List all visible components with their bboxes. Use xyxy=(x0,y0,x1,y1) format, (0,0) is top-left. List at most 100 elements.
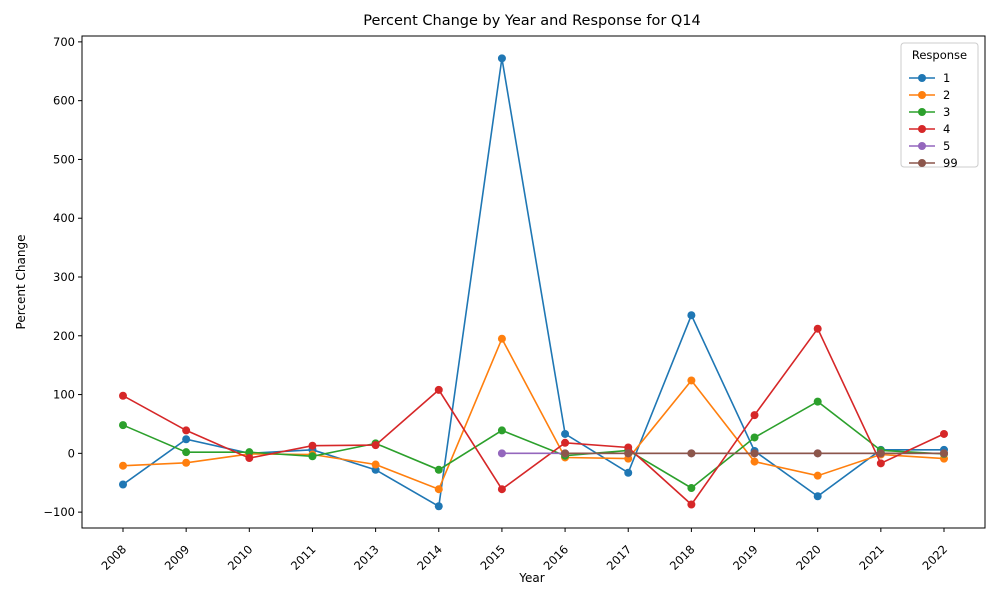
plot-frame xyxy=(81,35,986,529)
data-point xyxy=(182,448,191,457)
data-point xyxy=(750,411,759,420)
legend-label: 1 xyxy=(943,71,950,85)
x-axis-label: Year xyxy=(518,571,544,585)
data-point xyxy=(813,397,822,406)
series-line xyxy=(122,327,945,506)
x-tick-label: 2009 xyxy=(162,542,193,573)
legend-item: 99 xyxy=(909,156,958,170)
series-4 xyxy=(119,324,948,509)
data-point xyxy=(940,429,948,438)
x-tick-label: 2017 xyxy=(604,542,635,573)
series-line xyxy=(122,336,945,491)
data-point xyxy=(245,448,254,457)
legend-box xyxy=(900,42,979,168)
data-point xyxy=(687,376,696,385)
data-point xyxy=(687,500,696,509)
series-99 xyxy=(561,449,948,458)
data-point xyxy=(434,465,443,474)
data-point xyxy=(497,334,506,343)
data-point xyxy=(371,441,380,450)
legend-swatch-marker xyxy=(918,125,926,133)
legend-item: 4 xyxy=(909,122,950,136)
data-point xyxy=(182,435,191,444)
data-point xyxy=(308,441,317,450)
legend-title: Response xyxy=(912,48,967,62)
y-tick-label: 300 xyxy=(53,270,75,284)
legend-swatch-marker xyxy=(918,74,926,82)
x-tick-label: 2016 xyxy=(541,542,572,573)
data-point xyxy=(687,311,696,320)
data-point xyxy=(813,324,822,333)
data-point xyxy=(119,391,127,400)
data-point xyxy=(561,438,570,447)
legend: Response 1 2 3 4 5 99 xyxy=(900,42,979,170)
data-point xyxy=(750,457,759,466)
legend-label: 5 xyxy=(943,139,950,153)
y-axis-label: Percent Change xyxy=(14,235,28,330)
legend-item: 1 xyxy=(909,71,950,85)
x-tick-label: 2018 xyxy=(667,542,698,573)
data-point xyxy=(119,421,127,430)
y-tick-label: 500 xyxy=(53,152,75,166)
data-point xyxy=(371,460,380,469)
legend-label: 99 xyxy=(943,156,958,170)
legend-swatch-marker xyxy=(918,108,926,116)
series-line xyxy=(122,58,944,508)
data-point xyxy=(687,449,696,458)
x-tick-label: 2008 xyxy=(99,542,130,573)
legend-item: 3 xyxy=(909,105,950,119)
data-point xyxy=(434,502,443,511)
legend-label: 2 xyxy=(943,88,950,102)
x-axis: 2008 2009 2010 2011 2013 2014 2015 2016 2017 2018… xyxy=(99,528,951,573)
data-point xyxy=(182,458,191,467)
legend-label: 4 xyxy=(943,122,950,136)
legend-swatch-marker xyxy=(918,159,926,167)
data-point xyxy=(813,471,822,480)
data-point xyxy=(876,459,885,468)
data-point xyxy=(119,480,127,489)
data-point xyxy=(813,449,822,458)
y-tick-label: 400 xyxy=(53,211,75,225)
data-point xyxy=(876,449,885,458)
x-tick-label: 2013 xyxy=(351,542,382,573)
data-point xyxy=(687,484,696,493)
data-point xyxy=(497,449,506,458)
data-point xyxy=(497,426,506,435)
data-point xyxy=(624,449,633,458)
data-point xyxy=(561,429,570,438)
legend-item: 2 xyxy=(909,88,950,102)
y-tick-label: 200 xyxy=(53,329,75,343)
y-tick-label: −100 xyxy=(43,505,75,519)
x-tick-label: 2011 xyxy=(288,542,319,573)
x-tick-label: 2022 xyxy=(920,542,951,573)
data-point xyxy=(750,449,759,458)
series-1 xyxy=(119,54,948,511)
y-axis: −100 0 100 200 300 400 500 600 700 xyxy=(43,35,82,519)
y-tick-label: 0 xyxy=(68,446,75,460)
data-point xyxy=(308,452,317,461)
legend-item: 5 xyxy=(909,139,950,153)
data-point xyxy=(434,385,443,394)
data-point xyxy=(940,449,948,458)
y-tick-label: 700 xyxy=(53,35,75,49)
data-point xyxy=(182,426,191,435)
data-point xyxy=(750,433,759,442)
x-tick-label: 2021 xyxy=(856,542,887,573)
data-point xyxy=(497,485,506,494)
data-point xyxy=(119,461,127,470)
legend-swatch-marker xyxy=(918,142,926,150)
series-2 xyxy=(119,334,948,494)
x-tick-label: 2014 xyxy=(414,542,445,573)
series-line xyxy=(122,400,945,489)
y-tick-label: 100 xyxy=(53,388,75,402)
plot-area xyxy=(119,54,948,511)
legend-swatch-marker xyxy=(918,91,926,99)
y-tick-label: 600 xyxy=(53,94,75,108)
x-tick-label: 2015 xyxy=(477,542,508,573)
data-point xyxy=(434,485,443,494)
data-point xyxy=(813,492,822,501)
chart-title: Percent Change by Year and Response for … xyxy=(363,13,701,29)
data-point xyxy=(624,468,633,477)
series-3 xyxy=(119,397,948,493)
